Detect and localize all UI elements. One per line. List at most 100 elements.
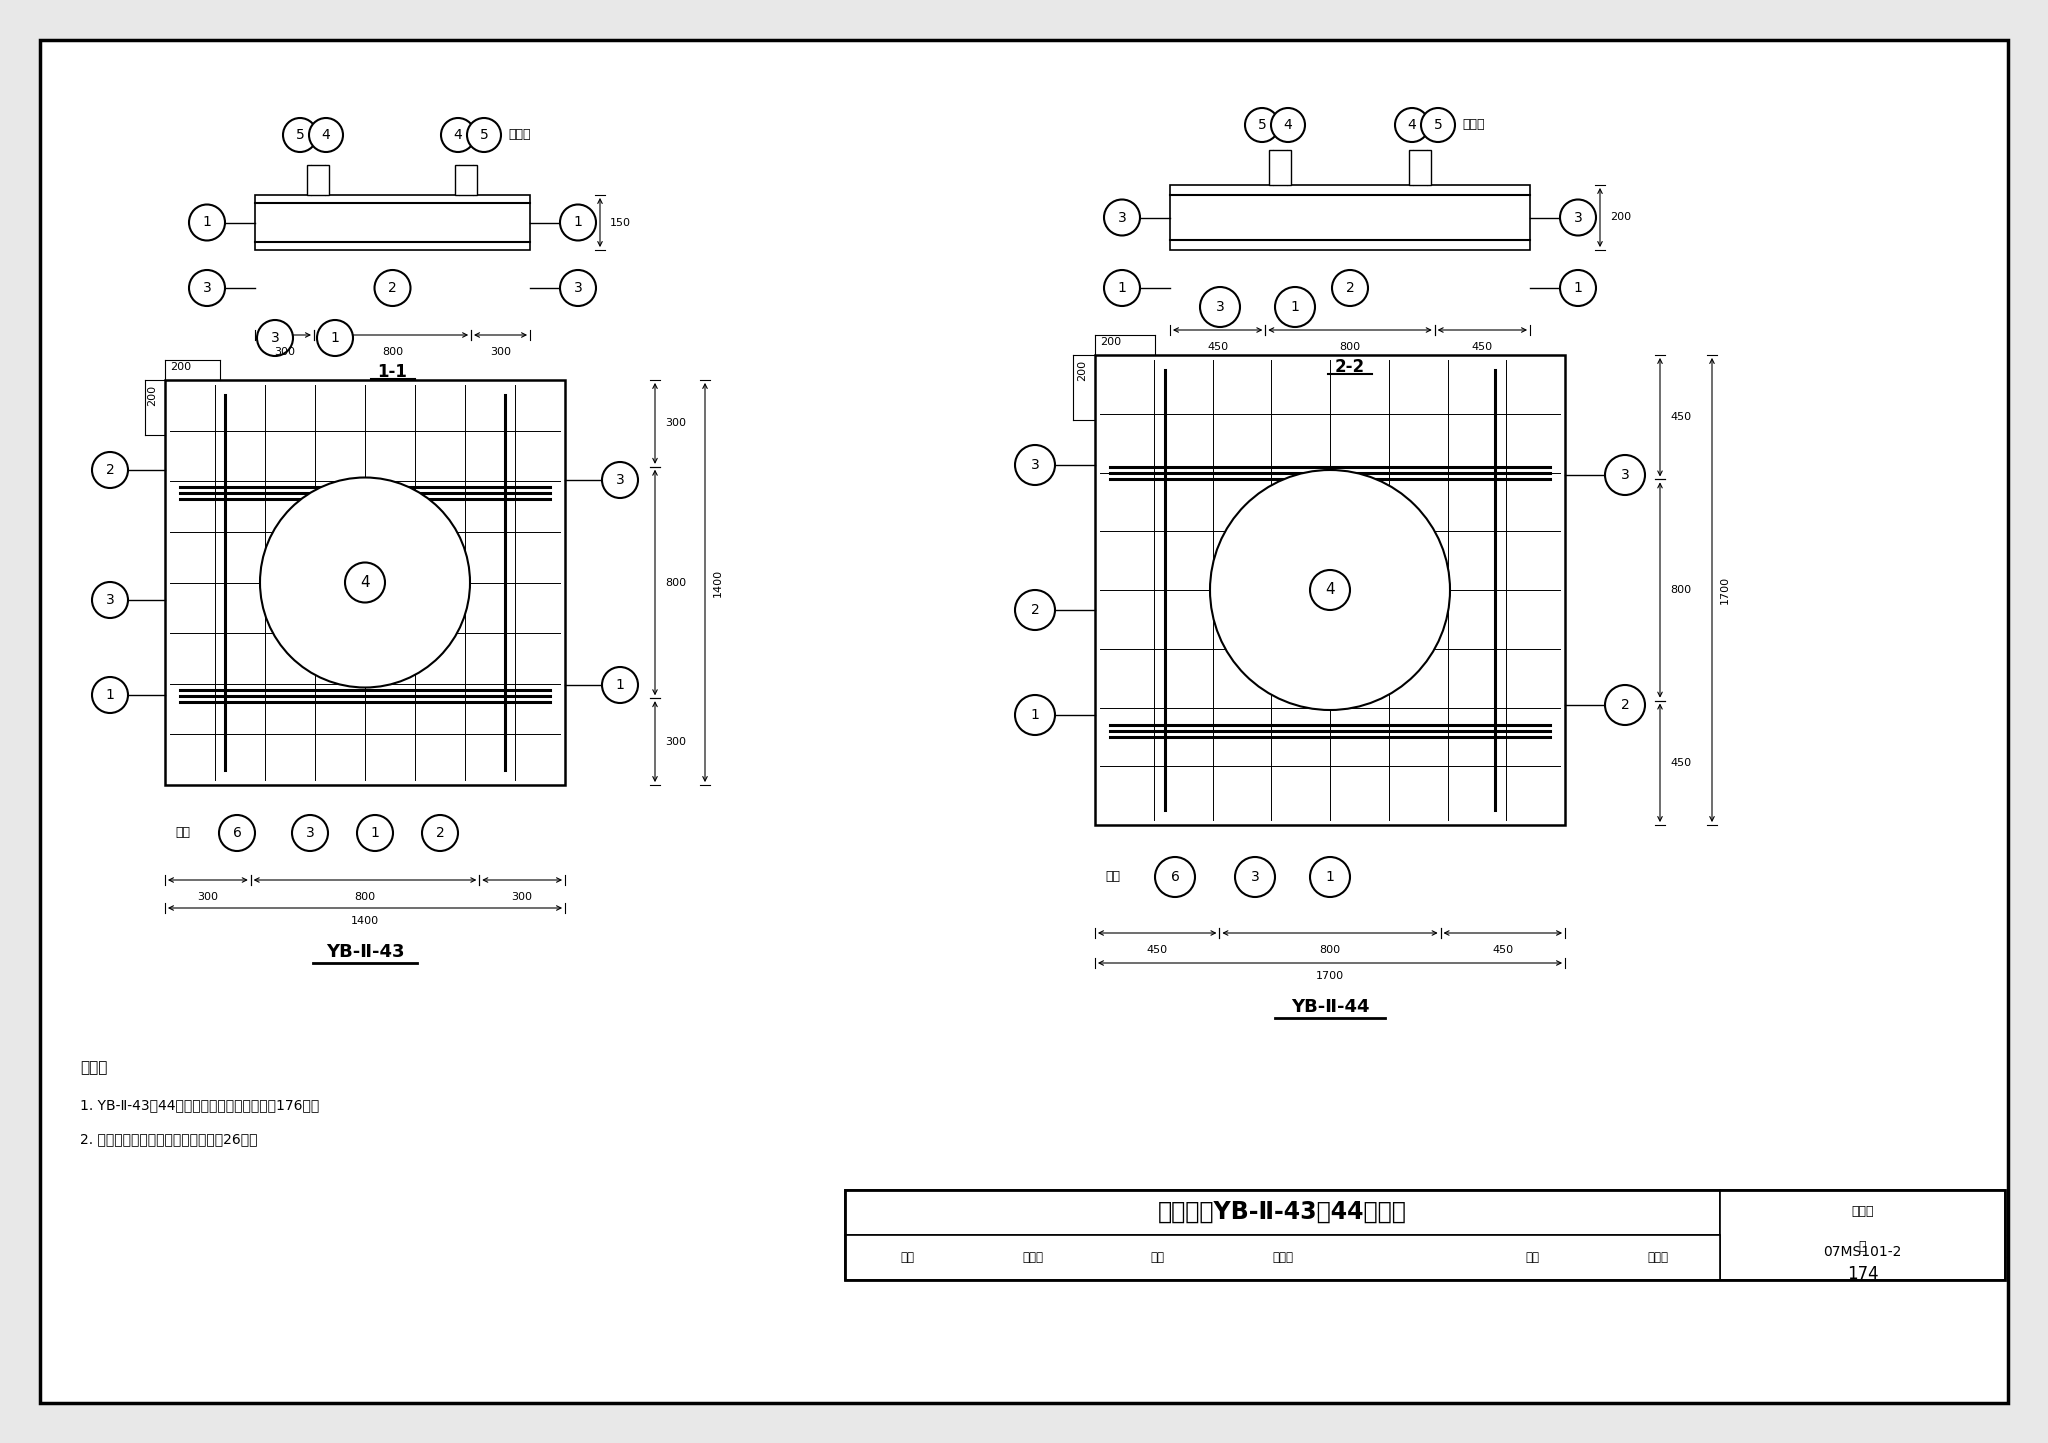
Text: 800: 800 [1339,342,1360,352]
Circle shape [356,815,393,851]
Text: 3: 3 [1030,457,1040,472]
Text: 300: 300 [666,418,686,429]
Circle shape [1272,108,1305,141]
Text: YB-Ⅱ-44: YB-Ⅱ-44 [1290,999,1370,1016]
Text: 1-1: 1-1 [377,364,408,381]
Text: 2. 吊钩及洞口附加筋做法见本图集第26页。: 2. 吊钩及洞口附加筋做法见本图集第26页。 [80,1131,258,1146]
Text: 200: 200 [1077,359,1087,381]
Circle shape [317,320,352,356]
Text: 4: 4 [1325,583,1335,597]
Text: 3: 3 [1620,468,1630,482]
Text: 200: 200 [1610,212,1630,222]
Text: 6: 6 [1171,870,1180,885]
Bar [1270,150,1290,185]
Circle shape [1016,444,1055,485]
Text: 2: 2 [106,463,115,478]
Circle shape [1421,108,1454,141]
Text: 300: 300 [197,892,219,902]
Text: 5: 5 [479,128,487,141]
Circle shape [375,270,410,306]
Text: 4: 4 [1407,118,1417,131]
Text: 曾令莹: 曾令莹 [1272,1251,1292,1264]
Text: 150: 150 [610,218,631,228]
Text: 审核: 审核 [901,1251,915,1264]
Circle shape [293,815,328,851]
Text: 1: 1 [330,330,340,345]
Circle shape [1606,685,1645,724]
Circle shape [1245,108,1280,141]
Text: 4: 4 [1284,118,1292,131]
Circle shape [1016,696,1055,734]
Text: 6: 6 [233,825,242,840]
Text: 3: 3 [1573,211,1583,225]
Text: 2: 2 [436,825,444,840]
Text: 3: 3 [270,330,279,345]
Bar [1096,355,1565,825]
Text: 450: 450 [1493,945,1513,955]
Text: 预制盖板YB-Ⅱ-43、44配筋图: 预制盖板YB-Ⅱ-43、44配筋图 [1157,1201,1407,1224]
Bar [846,1190,2005,1280]
Circle shape [92,677,127,713]
Text: 3: 3 [203,281,211,294]
Circle shape [1235,857,1276,898]
Text: 1: 1 [616,678,625,693]
Text: 450: 450 [1669,758,1692,768]
Text: 800: 800 [354,892,375,902]
Text: 800: 800 [1669,584,1692,595]
Text: 5: 5 [1257,118,1266,131]
Text: 3: 3 [1118,211,1126,225]
Text: 300: 300 [274,346,295,356]
Bar [307,165,330,195]
Text: 1700: 1700 [1720,576,1731,605]
Circle shape [92,452,127,488]
Circle shape [1210,470,1450,710]
Circle shape [260,478,469,687]
Circle shape [283,118,317,152]
Bar [1720,1190,2005,1280]
Bar [1409,150,1432,185]
Text: 王龙生: 王龙生 [1647,1251,1667,1264]
Circle shape [559,205,596,241]
Text: 300: 300 [489,346,512,356]
Text: 5: 5 [1434,118,1442,131]
Text: 2: 2 [389,281,397,294]
Text: 1: 1 [1325,870,1335,885]
Text: 郭英雄: 郭英雄 [1022,1251,1042,1264]
Text: 吊钩: 吊钩 [1106,870,1120,883]
Text: 200: 200 [170,362,190,372]
Text: 300: 300 [666,736,686,746]
Text: 说明：: 说明： [80,1061,106,1075]
Text: 4: 4 [360,574,371,590]
Text: 页: 页 [1860,1240,1866,1253]
Text: 300: 300 [512,892,532,902]
Circle shape [344,563,385,603]
Text: 3: 3 [573,281,582,294]
Text: 2: 2 [1030,603,1040,618]
Circle shape [1200,287,1239,328]
Text: 吊钩: 吊钩 [174,827,190,840]
Text: 1: 1 [1030,709,1040,722]
Bar [166,380,565,785]
Circle shape [92,582,127,618]
Circle shape [309,118,342,152]
Circle shape [1606,455,1645,495]
Circle shape [1104,270,1141,306]
Circle shape [219,815,256,851]
Text: 校对: 校对 [1151,1251,1165,1264]
Text: 附加筋: 附加筋 [1462,118,1485,131]
Text: 2-2: 2-2 [1335,358,1366,377]
Text: 设计: 设计 [1526,1251,1540,1264]
Text: 174: 174 [1847,1266,1878,1283]
Text: 1: 1 [1290,300,1298,315]
Circle shape [1276,287,1315,328]
Text: YB-Ⅱ-43: YB-Ⅱ-43 [326,942,403,961]
Bar [846,1190,1720,1235]
Circle shape [1331,270,1368,306]
Text: 450: 450 [1473,342,1493,352]
Circle shape [1311,857,1350,898]
Circle shape [188,270,225,306]
Bar [256,195,530,250]
Text: 2: 2 [1620,698,1630,711]
Bar [455,165,477,195]
Text: 1700: 1700 [1317,971,1343,981]
